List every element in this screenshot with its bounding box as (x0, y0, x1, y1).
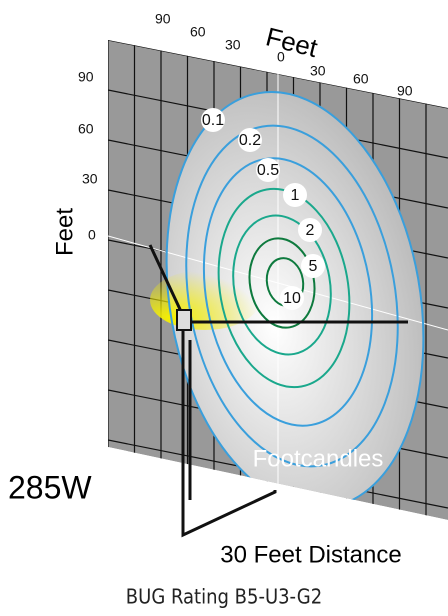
pole (181, 330, 277, 538)
contour-label-bg (301, 254, 325, 278)
left-tick: 30 (82, 171, 98, 187)
top-tick: 0 (277, 49, 285, 65)
top-tick: 30 (225, 37, 241, 53)
contour-label: 2 (306, 222, 315, 239)
wattage: 285W (8, 469, 92, 505)
contour-label: 0.2 (239, 132, 261, 149)
left-tick: 60 (78, 121, 94, 137)
distance: 30 Feet Distance (220, 541, 401, 568)
contour-label: 0.1 (202, 112, 224, 129)
contour-label-bg (280, 286, 304, 310)
contour-label-bg (283, 183, 307, 207)
top-tick: 30 (310, 63, 326, 79)
contour-label: 10 (283, 290, 301, 307)
contour-label: 5 (309, 258, 318, 275)
contour-label: 0.5 (257, 162, 279, 179)
bug-rating: BUG Rating B5-U3-G2 (126, 585, 322, 609)
contour-label: 1 (291, 187, 300, 204)
left-tick: 0 (88, 227, 96, 243)
top-tick: 60 (190, 24, 206, 40)
luminaire (176, 309, 192, 331)
left-tick: 90 (78, 69, 94, 85)
left-axis-label: Feet (51, 208, 78, 256)
top-axis-label: Feet (263, 21, 321, 63)
contour-label-bg (201, 108, 225, 132)
contour-label-bg (238, 128, 262, 152)
top-tick: 90 (397, 83, 413, 99)
top-tick: 90 (155, 11, 171, 27)
contour-label-bg (298, 218, 322, 242)
legend-label: Footcandles (253, 445, 384, 472)
contour-label-bg (256, 158, 280, 182)
top-tick: 60 (353, 71, 369, 87)
